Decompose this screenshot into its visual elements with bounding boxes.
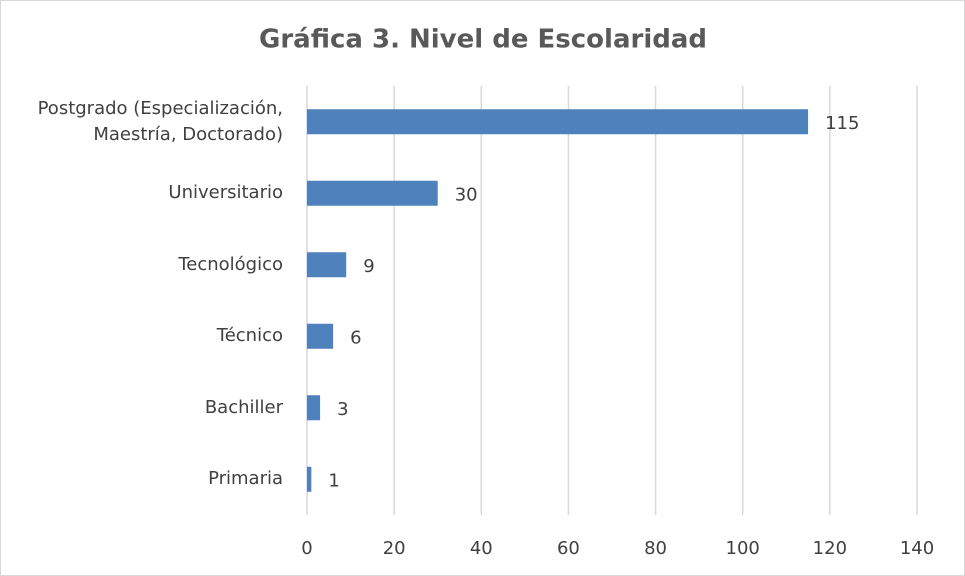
y-tick-label: Técnico [216,325,283,347]
data-label: 30 [455,184,478,205]
data-label: 115 [825,113,859,134]
y-tick-label: Tecnológico [178,253,283,275]
x-tick-label: 60 [557,538,580,559]
y-tick-label: Primaria [208,468,283,490]
x-tick-label: 20 [383,538,406,559]
data-label: 9 [363,256,374,277]
data-label: 6 [350,327,361,348]
x-tick-label: 140 [900,538,934,559]
y-tick-label: Postgrado (Especialización, Maestría, Do… [37,97,283,145]
bar [307,466,312,492]
x-tick-label: 100 [726,538,760,559]
bar [307,323,334,349]
y-tick-label: Universitario [168,182,283,204]
x-tick-label: 0 [301,538,312,559]
bar [307,180,438,206]
bar [307,109,809,135]
data-label: 3 [337,399,348,420]
chart-title: Gráfica 3. Nivel de Escolaridad [259,25,707,55]
y-tick-label: Bachiller [204,396,283,418]
data-label: 1 [328,470,339,491]
x-tick-label: 120 [813,538,847,559]
bar [307,252,347,278]
x-tick-label: 80 [644,538,667,559]
bar [307,395,321,421]
x-tick-label: 40 [470,538,493,559]
